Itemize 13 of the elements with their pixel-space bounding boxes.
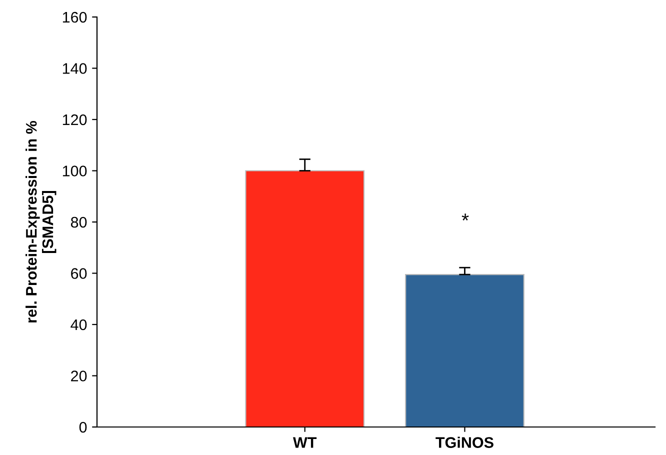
y-tick-label: 100 xyxy=(62,166,87,176)
y-tick-label: 60 xyxy=(71,268,87,279)
x-tick-label: TGiNOS xyxy=(436,436,494,448)
y-axis-title: rel. Protein-Expression in % [SMAD5] xyxy=(26,120,56,322)
annotation: * xyxy=(462,214,469,220)
x-tick-label: WT xyxy=(292,437,317,448)
y-tick-label: 80 xyxy=(70,216,87,228)
y-tick-label: 20 xyxy=(71,370,87,382)
y-tick-label: 140 xyxy=(62,63,87,74)
y-tick-label: 0 xyxy=(79,422,87,433)
y-tick-label: 160 xyxy=(62,12,87,23)
y-tick-label: 40 xyxy=(70,319,87,330)
y-tick-label: 120 xyxy=(62,114,87,126)
